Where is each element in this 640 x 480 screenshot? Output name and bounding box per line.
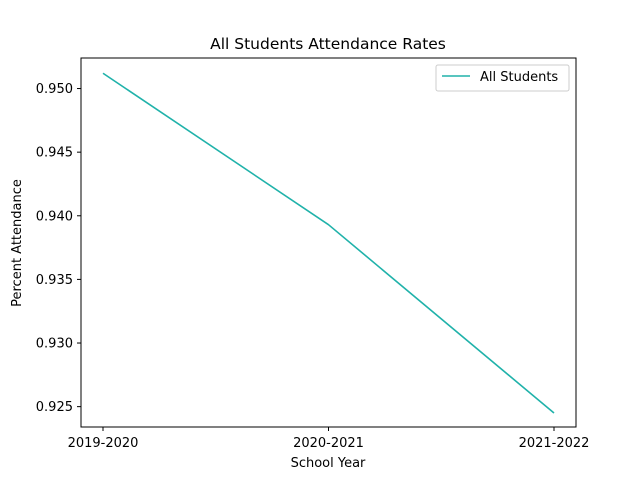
y-tick-label: 0.940 — [36, 209, 73, 224]
x-tick-label: 2020-2021 — [293, 436, 364, 451]
y-tick-label: 0.930 — [36, 337, 73, 352]
plot-area-frame — [80, 57, 577, 428]
series-layer — [102, 72, 555, 414]
x-tick-label: 2019-2020 — [68, 436, 139, 451]
x-tick-label: 2021-2022 — [519, 436, 590, 451]
x-axis-label: School Year — [291, 456, 366, 471]
y-tick-label: 0.935 — [36, 273, 73, 288]
y-axis-ticks: 0.925 0.930 0.935 0.940 0.945 0.950 — [36, 82, 81, 415]
legend-box — [435, 64, 570, 92]
chart-title: All Students Attendance Rates — [210, 35, 446, 53]
y-tick-label: 0.925 — [36, 400, 73, 415]
y-tick-label: 0.950 — [36, 82, 73, 97]
y-tick-label: 0.945 — [36, 146, 73, 161]
legend-label-all-students: All Students — [480, 70, 558, 85]
x-axis-ticks: 2019-2020 2020-2021 2021-2022 — [68, 427, 590, 451]
legend: All Students — [435, 64, 570, 92]
y-axis-label: Percent Attendance — [10, 179, 25, 307]
